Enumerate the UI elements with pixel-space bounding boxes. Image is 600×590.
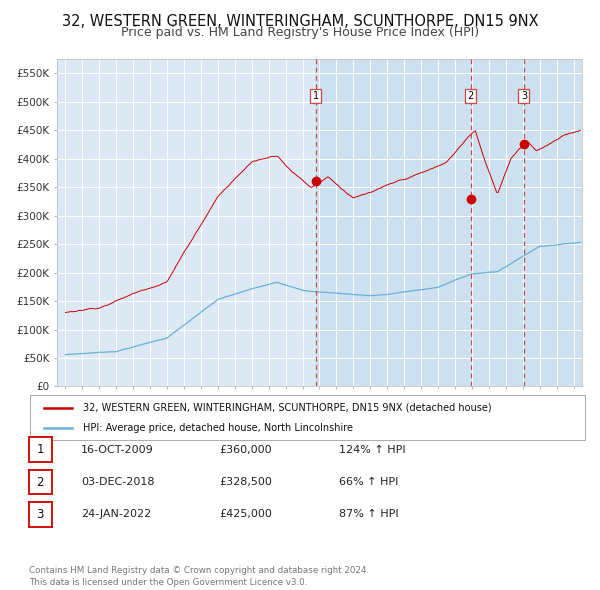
Text: 24-JAN-2022: 24-JAN-2022 [81,510,151,519]
Text: 03-DEC-2018: 03-DEC-2018 [81,477,155,487]
Text: Contains HM Land Registry data © Crown copyright and database right 2024.
This d: Contains HM Land Registry data © Crown c… [29,566,369,587]
Text: £328,500: £328,500 [219,477,272,487]
Text: 16-OCT-2009: 16-OCT-2009 [81,445,154,454]
Text: £425,000: £425,000 [219,510,272,519]
Text: 87% ↑ HPI: 87% ↑ HPI [339,510,398,519]
Text: 2: 2 [467,91,473,101]
Text: 66% ↑ HPI: 66% ↑ HPI [339,477,398,487]
Text: HPI: Average price, detached house, North Lincolnshire: HPI: Average price, detached house, Nort… [83,422,353,432]
Text: 32, WESTERN GREEN, WINTERINGHAM, SCUNTHORPE, DN15 9NX: 32, WESTERN GREEN, WINTERINGHAM, SCUNTHO… [62,14,538,29]
Text: 1: 1 [37,443,44,456]
Text: 32, WESTERN GREEN, WINTERINGHAM, SCUNTHORPE, DN15 9NX (detached house): 32, WESTERN GREEN, WINTERINGHAM, SCUNTHO… [83,403,491,412]
Text: 3: 3 [37,508,44,521]
Text: 124% ↑ HPI: 124% ↑ HPI [339,445,406,454]
Text: £360,000: £360,000 [219,445,272,454]
Text: Price paid vs. HM Land Registry's House Price Index (HPI): Price paid vs. HM Land Registry's House … [121,26,479,39]
Text: 3: 3 [521,91,527,101]
Bar [316,59,582,386]
Text: 2: 2 [37,476,44,489]
Text: 1: 1 [313,91,319,101]
